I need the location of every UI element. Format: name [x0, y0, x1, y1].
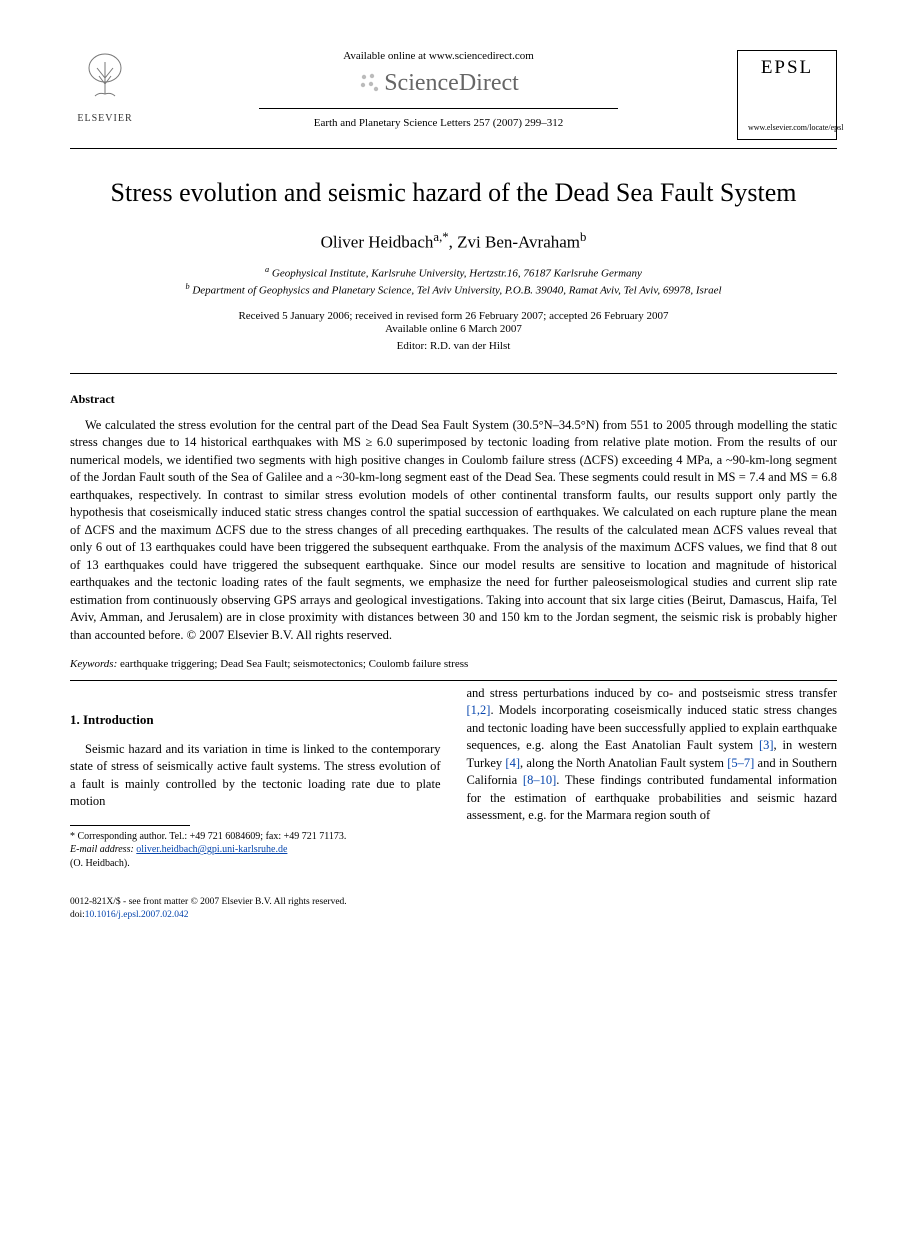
elsevier-logo: ELSEVIER: [70, 50, 140, 125]
ref-link-3[interactable]: [3]: [759, 738, 774, 752]
body-columns: 1. Introduction Seismic hazard and its v…: [70, 685, 837, 871]
copyright-block: 0012-821X/$ - see front matter © 2007 El…: [70, 896, 837, 921]
article-title: Stress evolution and seismic hazard of t…: [70, 177, 837, 208]
author-sep: ,: [449, 233, 458, 252]
section-1-heading: 1. Introduction: [70, 711, 441, 729]
editor-line: Editor: R.D. van der Hilst: [70, 340, 837, 353]
available-online-text: Available online at www.sciencedirect.co…: [140, 50, 737, 63]
keywords-line: Keywords: earthquake triggering; Dead Se…: [70, 658, 837, 671]
affiliations: a Geophysical Institute, Karlsruhe Unive…: [70, 265, 837, 298]
sd-dots-icon: [358, 71, 380, 99]
sciencedirect-label: ScienceDirect: [384, 70, 519, 96]
dates-received: Received 5 January 2006; received in rev…: [70, 310, 837, 323]
email-label: E-mail address:: [70, 844, 134, 855]
author-1-aff: a,: [433, 230, 442, 244]
elsevier-tree-icon: [70, 50, 140, 113]
article-dates: Received 5 January 2006; received in rev…: [70, 310, 837, 336]
intro-text-d: , along the North Anatolian Fault system: [520, 756, 727, 770]
author-1: Oliver Heidbach: [321, 233, 434, 252]
author-2-aff: b: [580, 230, 586, 244]
column-right: and stress perturbations induced by co- …: [467, 685, 838, 871]
journal-reference: Earth and Planetary Science Letters 257 …: [140, 117, 737, 130]
keywords-text: earthquake triggering; Dead Sea Fault; s…: [117, 658, 468, 670]
aff-mark-b: b: [185, 282, 189, 291]
journal-badge: EPSL www.elsevier.com/locate/epsl: [737, 50, 837, 140]
ref-link-4[interactable]: [4]: [505, 756, 520, 770]
epsl-url: www.elsevier.com/locate/epsl: [748, 123, 826, 133]
corresponding-author: * Corresponding author. Tel.: +49 721 60…: [70, 830, 441, 844]
email-author-name: (O. Heidbach).: [70, 857, 441, 871]
footnotes: * Corresponding author. Tel.: +49 721 60…: [70, 830, 441, 871]
abstract-heading: Abstract: [70, 392, 837, 406]
affiliation-a: Geophysical Institute, Karlsruhe Univers…: [272, 268, 642, 280]
ref-link-5-7[interactable]: [5–7]: [727, 756, 754, 770]
author-2: Zvi Ben-Avraham: [457, 233, 580, 252]
email-link[interactable]: oliver.heidbach@gpi.uni-karlsruhe.de: [136, 844, 287, 855]
abstract-body: We calculated the stress evolution for t…: [70, 417, 837, 645]
page-header: ELSEVIER Available online at www.science…: [70, 50, 837, 140]
intro-para-right: and stress perturbations induced by co- …: [467, 685, 838, 825]
keywords-label: Keywords:: [70, 658, 117, 670]
ref-link-1-2[interactable]: [1,2]: [467, 703, 491, 717]
authors-line: Oliver Heidbacha,*, Zvi Ben-Avrahamb: [70, 230, 837, 253]
doi-link[interactable]: 10.1016/j.epsl.2007.02.042: [85, 910, 189, 920]
doi-label: doi:: [70, 910, 85, 920]
aff-mark-a: a: [265, 265, 269, 274]
sciencedirect-logo: ScienceDirect: [140, 69, 737, 98]
intro-para-left: Seismic hazard and its variation in time…: [70, 741, 441, 811]
ref-link-8-10[interactable]: [8–10]: [523, 773, 556, 787]
epsl-label: EPSL: [748, 57, 826, 80]
center-header: Available online at www.sciencedirect.co…: [140, 50, 737, 131]
affiliation-b: Department of Geophysics and Planetary S…: [192, 285, 721, 297]
copyright-text: 0012-821X/$ - see front matter © 2007 El…: [70, 896, 837, 908]
intro-text-a: and stress perturbations induced by co- …: [467, 686, 838, 700]
dates-online: Available online 6 March 2007: [70, 323, 837, 336]
column-left: 1. Introduction Seismic hazard and its v…: [70, 685, 441, 871]
elsevier-label: ELSEVIER: [70, 113, 140, 125]
